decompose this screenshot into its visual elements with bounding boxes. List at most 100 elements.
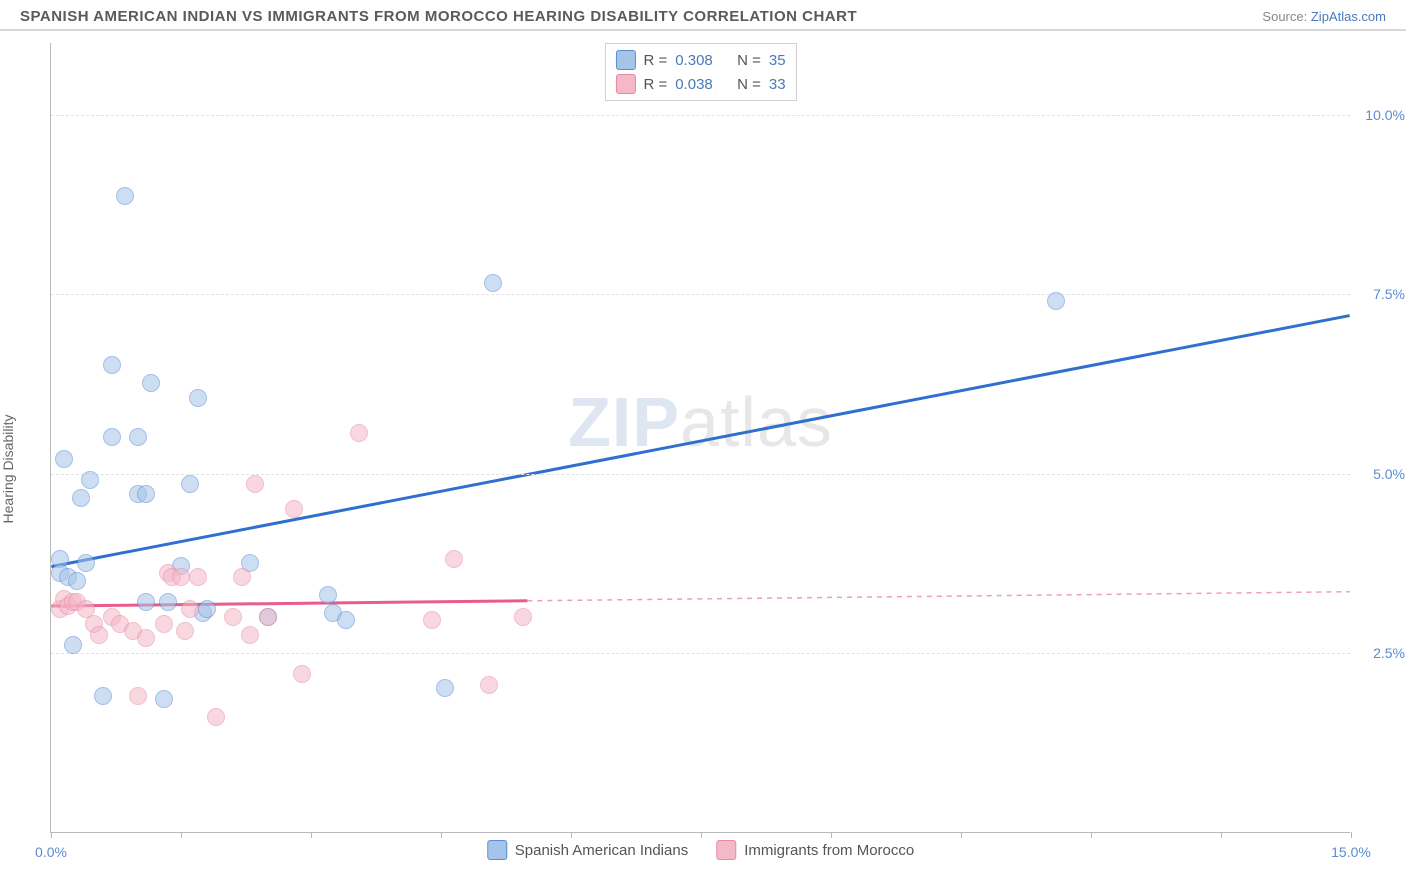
y-tick-label: 5.0%	[1373, 466, 1405, 482]
chart-title: SPANISH AMERICAN INDIAN VS IMMIGRANTS FR…	[20, 8, 857, 25]
x-tick	[181, 832, 182, 838]
scatter-point	[137, 485, 155, 503]
trend-line-solid	[51, 316, 1349, 567]
legend-swatch-1	[615, 74, 635, 94]
source-attribution: Source: ZipAtlas.com	[1262, 9, 1386, 24]
plot-area: ZIPatlas R = 0.308 N = 35 R = 0.038 N = …	[50, 43, 1350, 833]
source-label: Source:	[1262, 9, 1307, 24]
legend-label-1: Immigrants from Morocco	[744, 842, 914, 859]
n-value-1: 33	[769, 76, 786, 93]
scatter-point	[77, 554, 95, 572]
scatter-point	[224, 608, 242, 626]
chart-container: Hearing Disability ZIPatlas R = 0.308 N …	[0, 31, 1406, 891]
scatter-point	[1047, 292, 1065, 310]
legend-item-1: Immigrants from Morocco	[716, 840, 914, 860]
scatter-point	[241, 626, 259, 644]
scatter-point	[181, 475, 199, 493]
x-tick	[311, 832, 312, 838]
scatter-point	[445, 550, 463, 568]
watermark: ZIPatlas	[568, 382, 833, 462]
y-tick-label: 2.5%	[1373, 645, 1405, 661]
x-tick	[571, 832, 572, 838]
trend-lines-layer	[51, 43, 1350, 832]
scatter-point	[142, 374, 160, 392]
scatter-point	[350, 424, 368, 442]
x-tick	[831, 832, 832, 838]
x-tick	[441, 832, 442, 838]
x-tick	[51, 832, 52, 838]
legend-swatch-0	[615, 50, 635, 70]
y-tick-label: 10.0%	[1365, 107, 1405, 123]
x-tick-label: 0.0%	[35, 844, 67, 860]
legend-stat-row-0: R = 0.308 N = 35	[615, 48, 785, 72]
scatter-point	[94, 687, 112, 705]
scatter-point	[55, 450, 73, 468]
scatter-point	[189, 568, 207, 586]
x-tick	[961, 832, 962, 838]
scatter-point	[514, 608, 532, 626]
r-label: R =	[643, 52, 667, 69]
scatter-point	[285, 500, 303, 518]
scatter-point	[64, 636, 82, 654]
scatter-point	[72, 489, 90, 507]
scatter-point	[116, 187, 134, 205]
r-label: R =	[643, 76, 667, 93]
scatter-point	[480, 676, 498, 694]
scatter-point	[159, 593, 177, 611]
watermark-part1: ZIP	[568, 383, 680, 461]
r-value-0: 0.308	[675, 52, 713, 69]
scatter-point	[68, 572, 86, 590]
scatter-point	[293, 665, 311, 683]
gridline	[51, 653, 1350, 654]
chart-header: SPANISH AMERICAN INDIAN VS IMMIGRANTS FR…	[0, 0, 1406, 31]
scatter-point	[423, 611, 441, 629]
legend-item-0: Spanish American Indians	[487, 840, 688, 860]
scatter-point	[90, 626, 108, 644]
scatter-point	[207, 708, 225, 726]
scatter-point	[484, 274, 502, 292]
x-tick-label: 15.0%	[1331, 844, 1371, 860]
trend-line-dashed	[527, 592, 1349, 601]
legend-swatch-1b	[716, 840, 736, 860]
scatter-point	[103, 428, 121, 446]
source-link[interactable]: ZipAtlas.com	[1311, 9, 1386, 24]
scatter-point	[181, 600, 199, 618]
n-value-0: 35	[769, 52, 786, 69]
scatter-point	[172, 568, 190, 586]
gridline	[51, 115, 1350, 116]
scatter-point	[189, 389, 207, 407]
y-tick-label: 7.5%	[1373, 286, 1405, 302]
legend-swatch-0b	[487, 840, 507, 860]
legend-stat-row-1: R = 0.038 N = 33	[615, 72, 785, 96]
scatter-point	[319, 586, 337, 604]
x-tick	[1091, 832, 1092, 838]
legend-statistics: R = 0.308 N = 35 R = 0.038 N = 33	[604, 43, 796, 101]
scatter-point	[155, 690, 173, 708]
trend-line-solid	[51, 601, 527, 606]
gridline	[51, 294, 1350, 295]
scatter-point	[129, 428, 147, 446]
x-tick	[1351, 832, 1352, 838]
scatter-point	[176, 622, 194, 640]
r-value-1: 0.038	[675, 76, 713, 93]
scatter-point	[337, 611, 355, 629]
scatter-point	[259, 608, 277, 626]
scatter-point	[103, 356, 121, 374]
x-tick	[1221, 832, 1222, 838]
y-axis-label: Hearing Disability	[0, 415, 16, 524]
scatter-point	[246, 475, 264, 493]
legend-label-0: Spanish American Indians	[515, 842, 688, 859]
scatter-point	[81, 471, 99, 489]
scatter-point	[198, 600, 216, 618]
scatter-point	[436, 679, 454, 697]
watermark-part2: atlas	[680, 383, 833, 461]
n-label: N =	[737, 52, 761, 69]
scatter-point	[129, 687, 147, 705]
scatter-point	[137, 593, 155, 611]
gridline	[51, 474, 1350, 475]
legend-series: Spanish American Indians Immigrants from…	[487, 840, 914, 860]
x-tick	[701, 832, 702, 838]
scatter-point	[233, 568, 251, 586]
n-label: N =	[737, 76, 761, 93]
scatter-point	[155, 615, 173, 633]
